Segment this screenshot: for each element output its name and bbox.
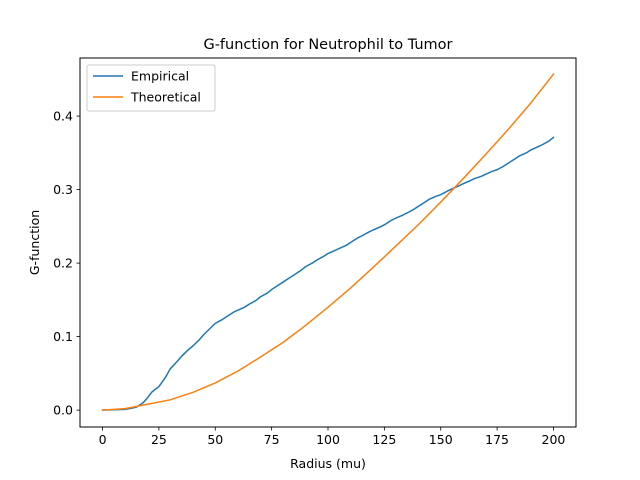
y-axis: 0.0 0.1 0.2 0.3 0.4 xyxy=(53,109,80,418)
series-line-theoretical xyxy=(101,73,555,411)
x-tick-label: 100 xyxy=(316,432,340,447)
x-tick-label: 150 xyxy=(429,432,453,447)
x-axis: 0 25 50 75 100 125 150 175 200 xyxy=(99,427,566,447)
chart-title: G-function for Neutrophil to Tumor xyxy=(203,37,452,53)
x-tick-label: 50 xyxy=(207,432,223,447)
legend: Empirical Theoretical xyxy=(86,64,216,112)
y-tick-label: 0.4 xyxy=(53,109,73,124)
x-tick-label: 25 xyxy=(151,432,167,447)
y-tick-label: 0.2 xyxy=(53,256,73,271)
y-tick-label: 0.3 xyxy=(53,182,73,197)
x-tick-label: 75 xyxy=(264,432,280,447)
legend-label-empirical: Empirical xyxy=(131,69,189,84)
y-tick-label: 0.1 xyxy=(53,329,73,344)
legend-label-theoretical: Theoretical xyxy=(130,90,201,105)
series-line-empirical xyxy=(101,136,555,411)
y-tick-label: 0.0 xyxy=(53,403,73,418)
plot-area xyxy=(101,73,555,411)
x-tick-label: 125 xyxy=(372,432,396,447)
x-tick-label: 200 xyxy=(542,432,566,447)
x-tick-label: 175 xyxy=(485,432,509,447)
x-tick-label: 0 xyxy=(99,432,107,447)
x-axis-label: Radius (mu) xyxy=(290,456,366,471)
y-axis-label: G-function xyxy=(27,210,42,275)
